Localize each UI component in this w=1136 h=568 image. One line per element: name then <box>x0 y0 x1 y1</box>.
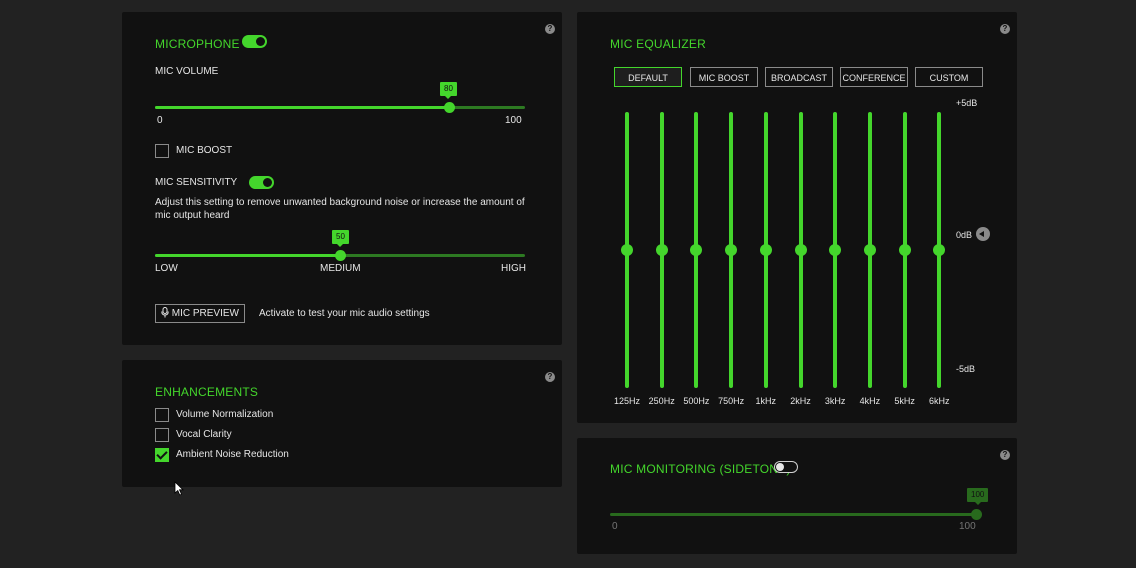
mic-volume-label: MIC VOLUME <box>155 66 219 77</box>
preset-mic-boost-button[interactable]: MIC BOOST <box>690 67 758 87</box>
eq-band-thumb[interactable] <box>655 244 668 256</box>
slider-fill <box>155 106 449 109</box>
ambient-noise-reduction-checkbox[interactable] <box>155 448 169 462</box>
eq-band-slider[interactable] <box>825 112 845 388</box>
help-icon[interactable]: ? <box>1000 24 1010 34</box>
monitoring-title: MIC MONITORING (SIDETONE) <box>610 462 791 476</box>
volume-normalization-checkbox[interactable] <box>155 408 169 422</box>
eq-scale-bottom: -5dB <box>956 364 976 374</box>
mic-icon <box>161 307 169 318</box>
sensitivity-low-label: LOW <box>155 263 178 274</box>
eq-band-label: 125Hz <box>613 396 640 406</box>
preset-custom-button[interactable]: CUSTOM <box>915 67 983 87</box>
toggle-knob <box>256 37 265 46</box>
slider-fill <box>155 254 340 257</box>
toggle-knob <box>263 178 272 187</box>
eq-band-label: 500Hz <box>683 396 710 406</box>
mic-volume-min: 0 <box>157 115 163 126</box>
mic-preview-button[interactable]: MIC PREVIEW <box>155 304 245 323</box>
eq-band-thumb[interactable] <box>863 244 876 256</box>
eq-band-slider[interactable] <box>895 112 915 388</box>
vocal-clarity-label[interactable]: Vocal Clarity <box>176 429 232 440</box>
eq-band-thumb[interactable] <box>933 244 946 256</box>
mic-volume-slider[interactable] <box>155 102 525 113</box>
slider-thumb[interactable] <box>971 509 982 520</box>
ambient-noise-reduction-label[interactable]: Ambient Noise Reduction <box>176 449 289 460</box>
mic-preview-description: Activate to test your mic audio settings <box>259 308 430 319</box>
eq-band-slider[interactable] <box>929 112 949 388</box>
eq-band-label: 6kHz <box>929 396 950 406</box>
eq-band-slider[interactable] <box>721 112 741 388</box>
eq-band-thumb[interactable] <box>898 244 911 256</box>
eq-band-thumb[interactable] <box>690 244 703 256</box>
enhancements-panel: ? ENHANCEMENTS Volume Normalization Voca… <box>122 360 562 487</box>
mic-boost-label[interactable]: MIC BOOST <box>176 145 233 156</box>
preset-conference-button[interactable]: CONFERENCE <box>840 67 908 87</box>
preset-broadcast-button[interactable]: BROADCAST <box>765 67 833 87</box>
eq-band-thumb[interactable] <box>759 244 772 256</box>
eq-band-label: 750Hz <box>718 396 745 406</box>
monitoring-panel: ? MIC MONITORING (SIDETONE) 100 0 100 <box>577 438 1017 554</box>
sensitivity-medium-label: MEDIUM <box>320 263 361 274</box>
volume-normalization-label[interactable]: Volume Normalization <box>176 409 274 420</box>
monitoring-slider[interactable] <box>610 509 982 520</box>
mic-sensitivity-slider[interactable] <box>155 250 525 261</box>
eq-band-thumb[interactable] <box>725 244 738 256</box>
reset-icon[interactable] <box>976 227 990 241</box>
mic-volume-value: 80 <box>440 82 457 99</box>
eq-scale-top: +5dB <box>956 98 978 108</box>
preset-default-button[interactable]: DEFAULT <box>614 67 682 87</box>
mic-volume-max: 100 <box>505 115 522 126</box>
eq-band-slider[interactable] <box>791 112 811 388</box>
help-icon[interactable]: ? <box>545 372 555 382</box>
eq-band-slider[interactable] <box>652 112 672 388</box>
mic-sensitivity-value: 50 <box>332 230 349 247</box>
help-icon[interactable]: ? <box>545 24 555 34</box>
eq-band-label: 5kHz <box>894 396 915 406</box>
eq-band-thumb[interactable] <box>794 244 807 256</box>
eq-scale-mid: 0dB <box>956 230 973 240</box>
mic-sensitivity-label: MIC SENSITIVITY <box>155 177 238 188</box>
slider-thumb[interactable] <box>444 102 455 113</box>
eq-band-label: 250Hz <box>648 396 675 406</box>
monitoring-max: 100 <box>959 521 976 532</box>
mic-preview-label: MIC PREVIEW <box>171 308 239 319</box>
monitoring-toggle[interactable] <box>774 461 798 473</box>
mic-sensitivity-description: Adjust this setting to remove unwanted b… <box>155 197 525 221</box>
mic-sensitivity-toggle[interactable] <box>249 176 274 189</box>
toggle-knob <box>776 463 784 471</box>
eq-band-label: 3kHz <box>824 396 846 406</box>
monitoring-value: 100 <box>967 488 989 505</box>
slider-thumb[interactable] <box>335 250 346 261</box>
microphone-toggle[interactable] <box>242 35 267 48</box>
eq-band-label: 4kHz <box>859 396 881 406</box>
help-icon[interactable]: ? <box>1000 450 1010 460</box>
microphone-panel: ? MICROPHONE MIC VOLUME 80 0 100 MIC BOO… <box>122 12 562 345</box>
eq-band-slider[interactable] <box>756 112 776 388</box>
eq-band-label: 2kHz <box>790 396 811 406</box>
eq-band-thumb[interactable] <box>621 244 633 256</box>
monitoring-min: 0 <box>612 521 618 532</box>
eq-band-slider[interactable] <box>860 112 880 388</box>
vocal-clarity-checkbox[interactable] <box>155 428 169 442</box>
sensitivity-high-label: HIGH <box>501 263 526 274</box>
enhancements-title: ENHANCEMENTS <box>155 385 259 399</box>
equalizer-panel: ? MIC EQUALIZER DEFAULT MIC BOOST BROADC… <box>577 12 1017 423</box>
eq-band-thumb[interactable] <box>829 244 842 256</box>
eq-band-slider[interactable] <box>686 112 706 388</box>
eq-band-slider[interactable] <box>617 112 637 388</box>
microphone-title: MICROPHONE <box>155 37 240 51</box>
equalizer-title: MIC EQUALIZER <box>610 37 706 51</box>
cursor-icon <box>174 481 184 496</box>
eq-band-label: 1kHz <box>755 396 777 406</box>
mic-boost-checkbox[interactable] <box>155 144 169 158</box>
